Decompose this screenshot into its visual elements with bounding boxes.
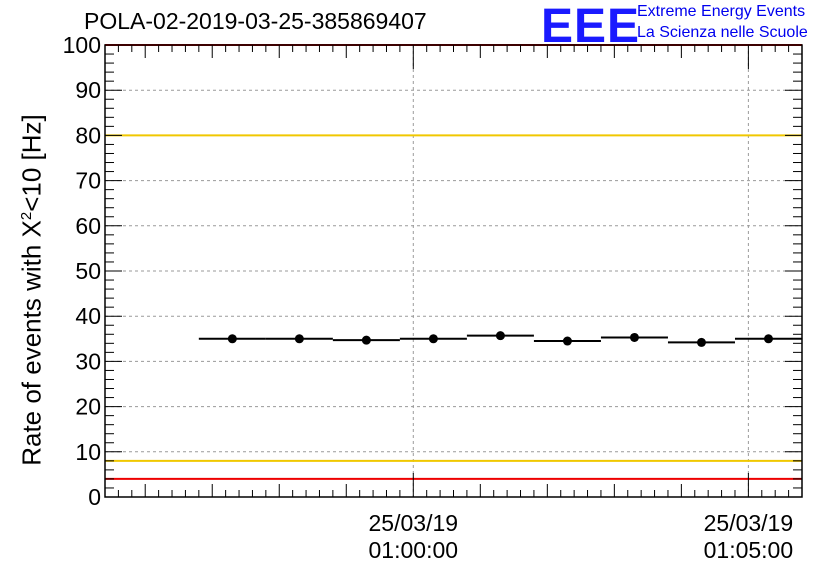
y-tick-labels: 0 10 20 30 40 50 60 70 80 90 100 [63, 32, 101, 510]
chart-title: POLA-02-2019-03-25-385869407 [84, 8, 427, 34]
x-tick-date: 25/03/19 [703, 510, 794, 536]
data-point [562, 336, 572, 346]
reference-lines [105, 44, 802, 480]
eee-logo: EEE [541, 0, 641, 53]
y-axis-label-main: Rate of events with X [16, 220, 47, 466]
y-tick-label: 100 [63, 32, 101, 58]
data-point [428, 334, 438, 344]
y-tick-label: 20 [75, 394, 101, 420]
y-tick-label: 40 [75, 303, 101, 329]
y-tick-label: 30 [75, 348, 101, 374]
data-point [629, 332, 639, 342]
grid-layer [105, 45, 802, 497]
data-series [198, 331, 802, 347]
y-tick-label: 50 [75, 258, 101, 284]
y-axis-label: Rate of events with X2<10 [Hz] [17, 114, 48, 466]
data-point [763, 334, 773, 344]
logo-subtitle-line1: Extreme Energy Events [637, 3, 806, 20]
x-tick-time: 01:00:00 [368, 537, 459, 563]
y-axis-label-tail: <10 [Hz] [16, 114, 47, 212]
y-tick-label: 0 [88, 484, 101, 510]
axis-ticks [105, 44, 803, 498]
y-axis-label-sup: 2 [17, 211, 35, 221]
x-tick-time: 01:05:00 [703, 537, 794, 563]
data-point [696, 337, 706, 347]
data-point [227, 334, 237, 344]
data-point [294, 334, 304, 344]
x-tick-label: 25/03/19 01:00:00 [369, 510, 459, 564]
data-point [495, 331, 505, 341]
logo-subtitle-line2: La Scienza nelle Scuole [637, 24, 808, 41]
y-tick-label: 90 [75, 77, 101, 103]
x-tick-label: 25/03/19 01:05:00 [704, 510, 794, 564]
x-tick-date: 25/03/19 [368, 510, 459, 536]
y-tick-label: 70 [75, 168, 101, 194]
y-tick-label: 80 [75, 122, 101, 148]
data-point [361, 335, 371, 345]
y-tick-label: 60 [75, 213, 101, 239]
y-tick-label: 10 [75, 439, 101, 465]
